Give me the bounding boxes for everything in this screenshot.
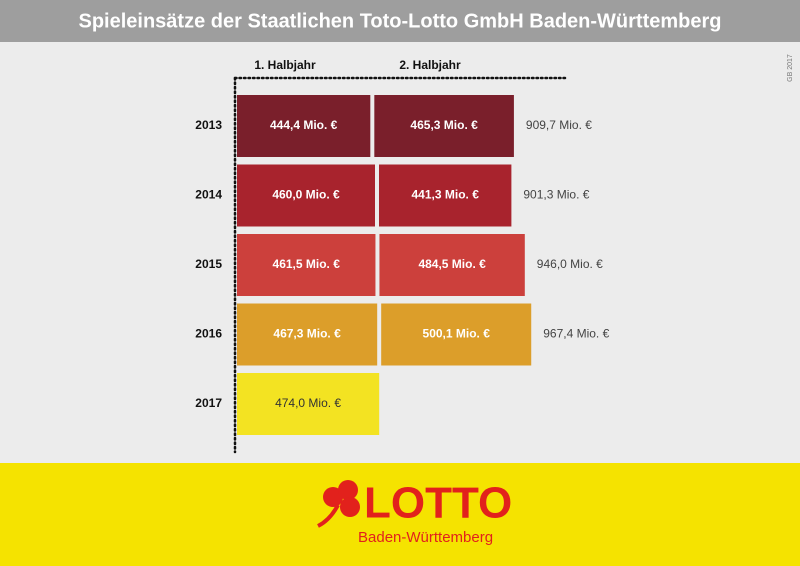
value-label: 465,3 Mio. €: [410, 118, 478, 132]
total-label: 901,3 Mio. €: [523, 188, 589, 202]
logo-icon: [317, 480, 360, 528]
y-tick-label: 2013: [195, 118, 222, 132]
bar: [237, 234, 376, 296]
value-label: 500,1 Mio. €: [423, 327, 491, 341]
value-label: 441,3 Mio. €: [412, 188, 480, 202]
y-tick-label: 2016: [195, 327, 222, 341]
logo-region: Baden-Württemberg: [358, 529, 493, 546]
legend-label: 2. Halbjahr: [399, 58, 461, 72]
bar: [379, 234, 525, 296]
bar: [381, 303, 532, 366]
bar: [237, 95, 371, 157]
bar: [237, 164, 375, 227]
y-tick-label: 2017: [195, 396, 222, 410]
bar: [237, 303, 378, 366]
legend-label: 1. Halbjahr: [254, 58, 316, 72]
source: GB 2017: [787, 54, 794, 82]
value-label: 461,5 Mio. €: [273, 257, 341, 271]
bar: [237, 373, 380, 435]
y-tick-label: 2014: [195, 188, 222, 202]
total-label: 967,4 Mio. €: [543, 327, 609, 341]
title-bar: [0, 0, 800, 42]
value-label: 484,5 Mio. €: [418, 257, 486, 271]
chart-title: Spieleinsätze der Staatlichen Toto-Lotto…: [78, 10, 721, 32]
value-label: 460,0 Mio. €: [272, 188, 340, 202]
value-label: 444,4 Mio. €: [270, 118, 338, 132]
logo-name: LOTTO: [364, 479, 512, 528]
y-tick-label: 2015: [195, 257, 222, 271]
footer: [0, 463, 800, 566]
value-label: 467,3 Mio. €: [273, 327, 341, 341]
bar: [379, 164, 512, 227]
value-label: 474,0 Mio. €: [275, 396, 341, 410]
total-label: 909,7 Mio. €: [526, 118, 592, 132]
bar: [374, 95, 514, 157]
total-label: 946,0 Mio. €: [537, 257, 603, 271]
